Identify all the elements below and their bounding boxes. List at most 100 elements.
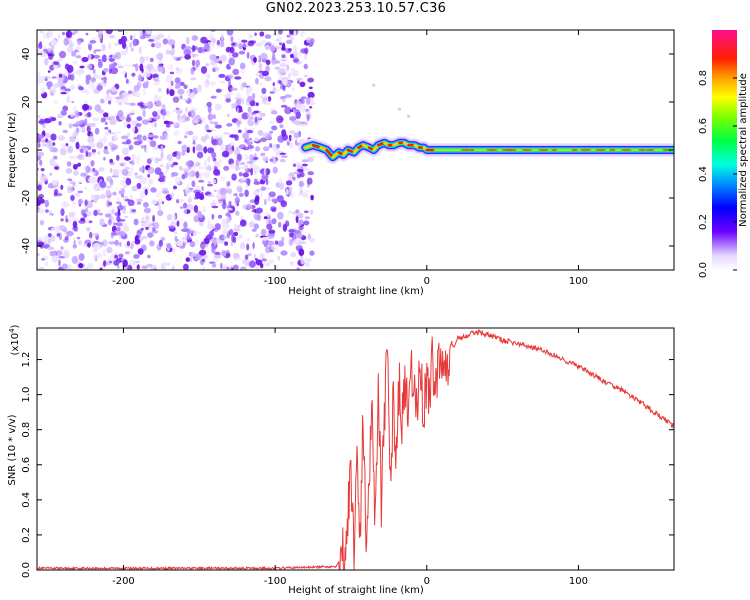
- noise-blob: [289, 142, 294, 149]
- noise-blob: [266, 223, 273, 230]
- noise-blob: [93, 49, 102, 52]
- noise-blob: [126, 123, 131, 129]
- noise-blob: [261, 87, 267, 95]
- noise-blob: [86, 219, 89, 223]
- noise-blob: [37, 134, 45, 139]
- noise-blob: [259, 253, 265, 259]
- noise-blob: [150, 74, 159, 78]
- noise-blob: [70, 194, 75, 201]
- noise-blob: [61, 142, 66, 150]
- noise-blob: [203, 171, 210, 179]
- noise-blob: [97, 60, 103, 69]
- noise-blob: [191, 45, 196, 53]
- noise-blob: [97, 32, 103, 40]
- noise-blob: [190, 252, 197, 258]
- noise-blob: [147, 167, 155, 174]
- noise-blob: [123, 64, 131, 67]
- noise-blob: [284, 94, 292, 98]
- noise-blob: [297, 192, 304, 196]
- noise-blob: [266, 187, 270, 191]
- trace-core-segment: [311, 143, 322, 149]
- noise-blob: [286, 138, 290, 143]
- noise-blob: [244, 254, 249, 260]
- noise-blob: [175, 151, 181, 160]
- noise-blob: [37, 202, 41, 207]
- noise-blob: [42, 32, 46, 40]
- noise-blob: [172, 162, 179, 166]
- noise-blob: [134, 239, 141, 245]
- noise-blob: [280, 155, 288, 158]
- noise-blob: [93, 209, 98, 216]
- noise-blob: [269, 91, 276, 94]
- noise-blob: [255, 42, 263, 47]
- noise-blob: [244, 189, 249, 197]
- noise-blob: [39, 30, 44, 34]
- noise-blob: [215, 88, 222, 93]
- noise-blob: [116, 62, 122, 66]
- noise-blob: [174, 77, 181, 84]
- noise-blob: [62, 105, 69, 112]
- noise-blob: [164, 128, 171, 132]
- noise-blob: [175, 67, 180, 71]
- noise-blob: [183, 202, 188, 209]
- noise-blob: [280, 104, 288, 108]
- noise-blob: [121, 187, 125, 194]
- noise-blob: [60, 218, 64, 222]
- noise-blob: [200, 258, 205, 266]
- noise-blob: [112, 134, 119, 142]
- noise-blob: [40, 168, 45, 172]
- noise-blob: [206, 129, 212, 133]
- noise-blob: [200, 242, 206, 250]
- noise-blob: [211, 151, 217, 159]
- noise-blob: [262, 132, 268, 138]
- noise-blob: [51, 255, 59, 263]
- noise-blob: [139, 176, 147, 185]
- noise-blob: [248, 154, 255, 162]
- noise-blob: [226, 207, 233, 211]
- noise-blob: [305, 97, 311, 105]
- noise-blob: [181, 237, 187, 241]
- noise-blob: [123, 102, 131, 105]
- y-tick-label: 0.6: [21, 457, 32, 473]
- noise-blob: [72, 201, 77, 206]
- noise-blob: [166, 242, 172, 249]
- noise-blob: [86, 227, 91, 232]
- noise-blob: [87, 262, 94, 270]
- noise-blob: [41, 258, 46, 261]
- noise-blob: [137, 134, 143, 140]
- noise-blob: [66, 95, 71, 104]
- noise-blob: [109, 115, 116, 120]
- noise-blob: [303, 210, 309, 214]
- noise-blob: [157, 33, 165, 39]
- noise-blob: [90, 160, 95, 167]
- colorbar-tick-label: 0.6: [698, 118, 709, 134]
- noise-blob: [197, 213, 203, 219]
- noise-blob: [97, 151, 101, 155]
- noise-blob: [178, 199, 185, 203]
- noise-blob: [160, 237, 166, 241]
- noise-blob: [152, 146, 159, 150]
- noise-blob: [234, 96, 242, 100]
- noise-blob: [258, 110, 263, 115]
- x-tick-label: 100: [569, 576, 588, 587]
- trace-hotspot: [551, 148, 558, 152]
- noise-blob: [211, 213, 215, 220]
- noise-blob: [278, 42, 282, 45]
- noise-blob: [92, 171, 96, 177]
- noise-blob: [124, 215, 128, 219]
- noise-blob: [149, 57, 154, 63]
- noise-blob: [171, 171, 179, 177]
- noise-blob: [372, 83, 376, 87]
- noise-blob: [51, 38, 57, 47]
- noise-blob: [204, 159, 208, 168]
- noise-blob: [93, 50, 96, 54]
- noise-blob: [288, 210, 293, 214]
- noise-blob: [69, 155, 75, 160]
- noise-blob: [49, 64, 55, 71]
- noise-blob: [140, 145, 145, 149]
- noise-blob: [214, 62, 218, 69]
- noise-blob: [76, 236, 81, 240]
- noise-blob: [175, 239, 183, 247]
- noise-blob: [213, 121, 218, 126]
